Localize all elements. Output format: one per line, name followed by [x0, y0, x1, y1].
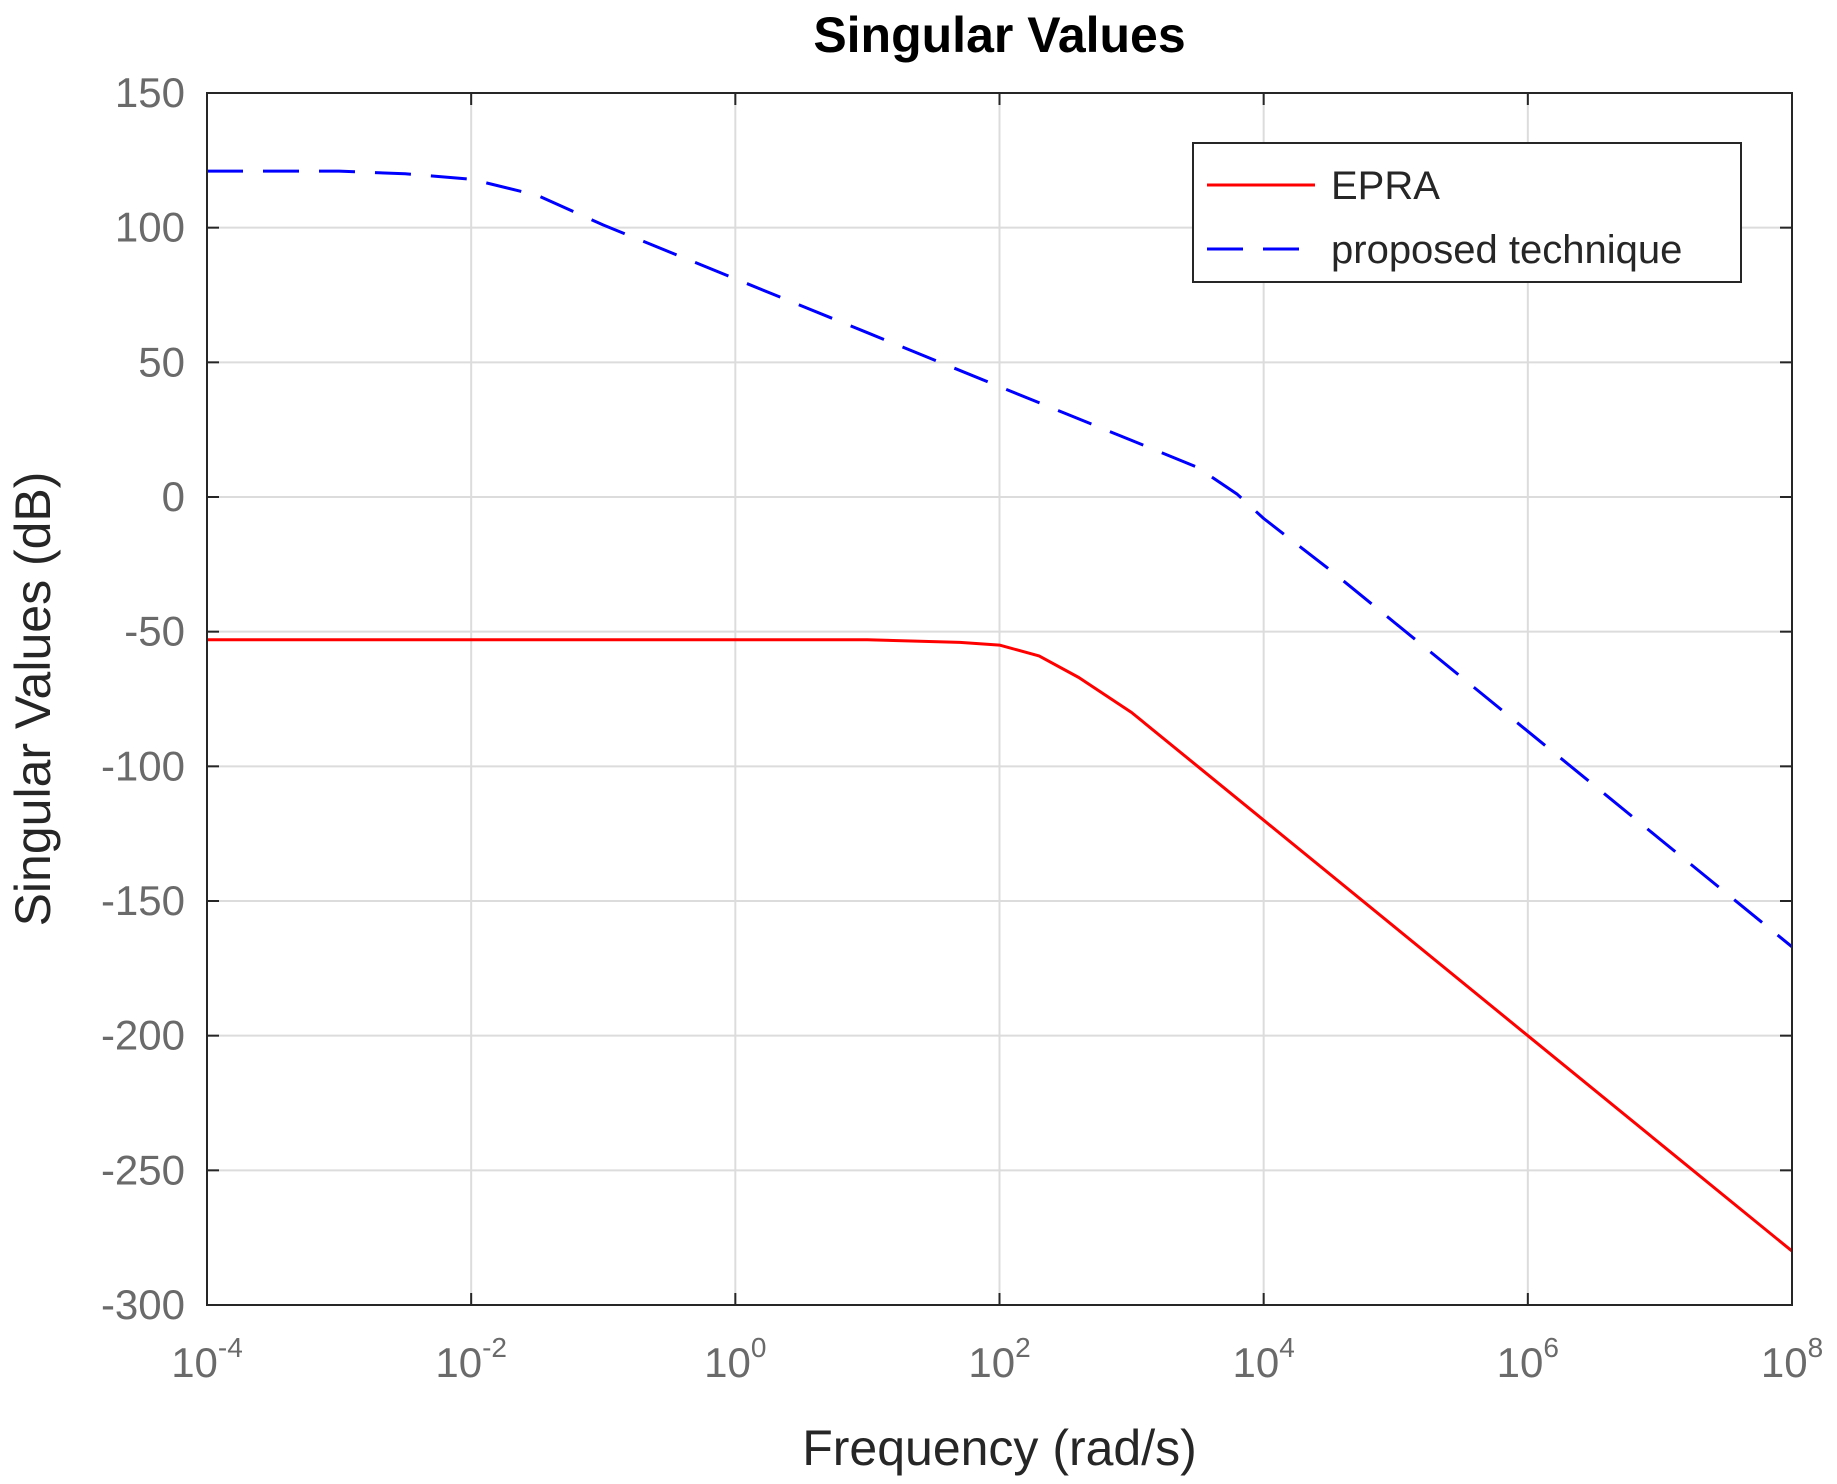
y-tick-label: -200 [101, 1012, 185, 1059]
y-tick-labels: 150 100 50 0 -50 -100 -150 -200 -250 -300 [101, 69, 185, 1328]
x-tick-label: 104 [1233, 1332, 1295, 1386]
x-axis-label: Frequency (rad/s) [802, 1420, 1197, 1476]
y-tick-label: 100 [115, 204, 185, 251]
x-tick-label: 102 [968, 1332, 1030, 1386]
y-tick-label: -250 [101, 1146, 185, 1193]
y-tick-label: 50 [138, 338, 185, 385]
tick-marks [206, 92, 1793, 1306]
y-tick-label: -150 [101, 877, 185, 924]
y-tick-label: -300 [101, 1281, 185, 1328]
legend: EPRA proposed technique [1192, 142, 1742, 283]
chart-title: Singular Values [813, 7, 1185, 63]
series-line-proposed-technique [207, 169, 1793, 948]
series-line-epra [207, 638, 1793, 1253]
y-tick-label: -50 [124, 608, 185, 655]
x-tick-label: 106 [1497, 1332, 1559, 1386]
x-tick-label: 108 [1761, 1332, 1823, 1386]
y-tick-label: -100 [101, 742, 185, 789]
x-tick-label: 100 [704, 1332, 766, 1386]
x-tick-label: 10-4 [171, 1332, 243, 1386]
x-tick-labels: 10-4 10-2 100 102 104 106 108 [171, 1332, 1823, 1386]
series-layer [207, 169, 1793, 1253]
x-tick-label: 10-2 [435, 1332, 507, 1386]
y-axis-label: Singular Values (dB) [5, 472, 61, 927]
legend-label-epra: EPRA [1331, 164, 1440, 208]
y-tick-label: 0 [162, 473, 185, 520]
y-tick-label: 150 [115, 69, 185, 116]
legend-box [1192, 142, 1742, 283]
legend-label-proposed-technique: proposed technique [1331, 228, 1682, 272]
